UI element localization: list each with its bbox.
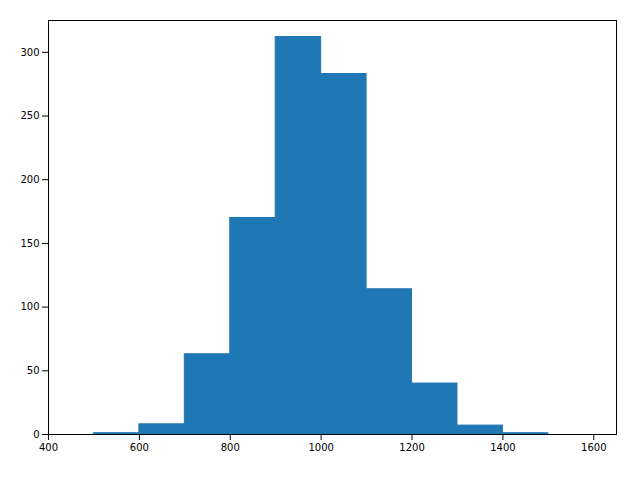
svg-text:600: 600 xyxy=(130,442,149,453)
svg-text:100: 100 xyxy=(20,301,39,312)
svg-text:800: 800 xyxy=(221,442,240,453)
svg-text:1200: 1200 xyxy=(399,442,424,453)
svg-text:50: 50 xyxy=(27,365,40,376)
svg-text:300: 300 xyxy=(20,47,39,58)
svg-text:400: 400 xyxy=(39,442,58,453)
svg-text:0: 0 xyxy=(33,429,39,440)
svg-text:1600: 1600 xyxy=(581,442,606,453)
svg-text:200: 200 xyxy=(20,174,39,185)
svg-text:150: 150 xyxy=(20,238,39,249)
svg-text:250: 250 xyxy=(20,110,39,121)
svg-text:1000: 1000 xyxy=(308,442,333,453)
svg-text:1400: 1400 xyxy=(490,442,515,453)
